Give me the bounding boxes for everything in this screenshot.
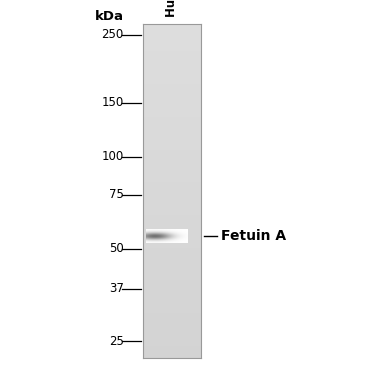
- Text: 150: 150: [102, 96, 124, 109]
- Text: 25: 25: [109, 334, 124, 348]
- Text: Human Plasma: Human Plasma: [165, 0, 178, 17]
- Text: 37: 37: [109, 282, 124, 296]
- Text: Fetuin A: Fetuin A: [221, 229, 286, 243]
- Text: 50: 50: [109, 242, 124, 255]
- Text: kDa: kDa: [95, 10, 124, 22]
- Text: 250: 250: [102, 28, 124, 41]
- Text: 75: 75: [109, 188, 124, 201]
- Text: 100: 100: [102, 150, 124, 163]
